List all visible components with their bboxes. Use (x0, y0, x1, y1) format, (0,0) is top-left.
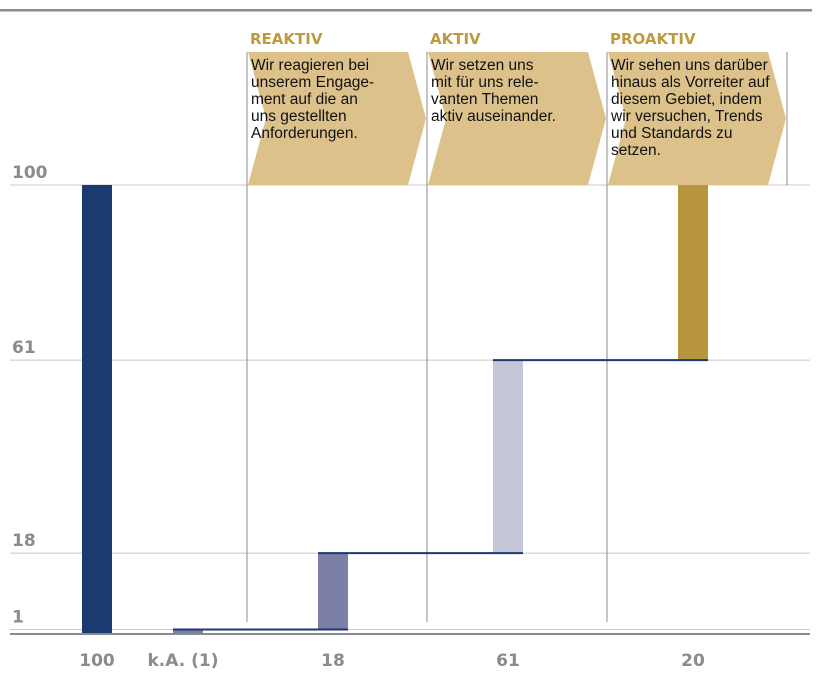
category-description-line: hinaus als Vorreiter auf (611, 74, 770, 91)
y-tick-label: 18 (12, 531, 36, 551)
category-description-line: diesem Gebiet, indem (611, 91, 762, 108)
x-category-label: 20 (681, 651, 705, 671)
category-description-line: und Standards zu (611, 125, 733, 142)
category-banner-proaktiv (608, 52, 786, 185)
category-title-aktiv: AKTIV (430, 30, 481, 48)
y-tick-label: 100 (12, 163, 48, 183)
category-description-line: setzen. (611, 142, 661, 159)
bar-4 (678, 185, 708, 361)
y-tick-label: 1 (12, 608, 24, 628)
category-banner-aktiv (428, 52, 606, 185)
category-title-reaktiv: REAKTIV (250, 30, 323, 48)
category-description-line: uns gestellten (251, 108, 347, 125)
category-description-line: wir versuchen, Trends (610, 108, 763, 125)
bar-3 (493, 360, 523, 554)
category-description-line: Anforderungen. (251, 125, 358, 142)
top-rule (0, 9, 812, 12)
bar-0 (82, 185, 112, 634)
category-description-line: vanten Themen (431, 91, 538, 108)
category-description-line: unserem Engage- (251, 74, 374, 91)
y-tick-label: 61 (12, 338, 36, 358)
category-banner-reaktiv (248, 52, 426, 185)
x-category-label: 61 (496, 651, 520, 671)
category-description-line: ment auf die an (251, 91, 358, 108)
bar-2 (318, 553, 348, 630)
category-description-line: Wir sehen uns darüber (611, 57, 768, 74)
x-category-label: k.A. (1) (148, 651, 219, 671)
category-description-line: Wir reagieren bei (251, 57, 369, 74)
category-description-line: mit für uns rele- (431, 74, 539, 91)
category-title-proaktiv: PROAKTIV (610, 30, 696, 48)
category-description-line: aktiv auseinander. (431, 108, 556, 125)
category-description-line: Wir setzen uns (431, 57, 534, 74)
x-category-label: 18 (321, 651, 345, 671)
x-category-label: 100 (79, 651, 115, 671)
bar-1 (173, 629, 203, 634)
